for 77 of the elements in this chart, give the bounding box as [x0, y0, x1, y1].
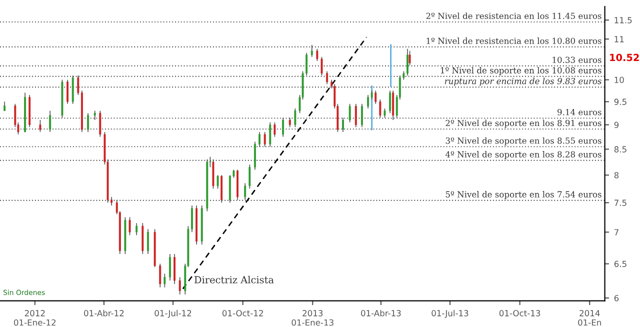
- y-tick-label: 8: [614, 172, 619, 178]
- candlestick: [282, 117, 284, 138]
- candlestick: [361, 104, 363, 128]
- y-tick-label: 6.5: [614, 260, 626, 268]
- y-tick-label: 7: [614, 229, 618, 236]
- candlestick: [4, 101, 6, 112]
- candlestick: [288, 117, 291, 128]
- candlestick: [216, 174, 219, 190]
- x-tick-label: 01-Oct-12: [222, 310, 263, 316]
- ref-line-label: 5º Nivel de soporte en los 7.54 euros: [446, 191, 602, 200]
- candlestick: [326, 70, 328, 84]
- ref-line-label: 1º Nivel de resistencia en los 10.80 euros: [426, 38, 602, 44]
- text: 10.52: [610, 54, 639, 62]
- candlestick: [354, 104, 357, 128]
- candlestick: [87, 112, 89, 132]
- candlestick: [342, 117, 344, 132]
- candlestick: [367, 94, 370, 109]
- candlestick: [212, 158, 214, 190]
- y-tick-label: 10: [614, 76, 624, 84]
- x-tick-label: 2012 01-Ene-12: [14, 310, 56, 326]
- candlestick: [274, 122, 276, 138]
- candlestick: [392, 90, 394, 120]
- y-tick-label: 11.5: [614, 17, 632, 24]
- x-tick-label: 01-Abr-13: [361, 310, 401, 316]
- ref-line-label: 3º Nivel de soporte en los 8.55 euros: [446, 137, 602, 146]
- candlestick: [49, 110, 52, 132]
- x-tick-label: 2014 01-En: [578, 310, 601, 326]
- candlestick: [269, 122, 272, 148]
- candlestick: [178, 276, 181, 295]
- candlestick: [169, 254, 171, 281]
- candlestick: [316, 48, 318, 62]
- y-tick-label: 9.5: [614, 98, 626, 105]
- candlestick: [39, 120, 42, 132]
- annotation: Directriz Alcista: [194, 276, 274, 284]
- candlestick: [159, 263, 162, 288]
- candlestick: [147, 228, 149, 254]
- candlestick: [389, 90, 392, 114]
- candlestick: [348, 104, 351, 123]
- y-tick-label: 6: [614, 294, 619, 302]
- y-tick-label: 8.5: [614, 146, 626, 152]
- candlestick: [374, 90, 377, 104]
- candlestick: [136, 222, 138, 236]
- x-tick-label: 01-Jul-12: [154, 310, 192, 318]
- candlestick: [254, 141, 256, 170]
- candlestick: [248, 164, 251, 190]
- candlestick: [310, 44, 313, 58]
- candlestick: [164, 273, 166, 288]
- y-tick-label: 11: [614, 36, 624, 42]
- candlestick: [379, 99, 382, 118]
- candlestick: [294, 108, 296, 128]
- candlestick: [128, 216, 131, 236]
- candlestick: [228, 174, 231, 204]
- ref-line-label: 1º Nivel de soporte en los 10.08 euros: [440, 67, 602, 76]
- candlestick: [99, 110, 102, 138]
- x-tick-label: 01-Abr-12: [84, 310, 124, 316]
- x-tick-label: 01-Oct-13: [499, 310, 540, 316]
- candlestick: [384, 108, 386, 118]
- ref-line-label: 2º Nivel de resistencia en los 11.45 euros: [426, 12, 602, 20]
- candlestick: [220, 174, 223, 204]
- ref-line-label: 10.33 euros: [552, 56, 602, 64]
- x-tick-label: 01-Jul-13: [432, 310, 468, 318]
- y-tick-label: 7.5: [614, 200, 626, 206]
- x-tick-label: 2013 01-Ene-13: [292, 310, 334, 326]
- ref-line-label: 4º Nivel de soporte en los 8.28 euros: [445, 151, 602, 160]
- ref-line-label: ruptura por encima de los 9.83 euros: [444, 78, 602, 86]
- candlestick: [174, 254, 176, 284]
- candlestick: [320, 56, 323, 76]
- ref-line-label: 9.14 euros: [558, 108, 602, 116]
- candlestick: [94, 110, 96, 120]
- candlestick: [66, 79, 69, 104]
- ref-line-label: 2º Nivel de soporte en los 8.91 euros: [446, 120, 602, 128]
- y-tick-label: 9: [614, 122, 619, 128]
- candlestick: [244, 182, 246, 200]
- candlestick: [77, 75, 80, 96]
- candlestick: [406, 48, 408, 76]
- candlestick: [264, 132, 266, 148]
- candlestick: [258, 132, 260, 148]
